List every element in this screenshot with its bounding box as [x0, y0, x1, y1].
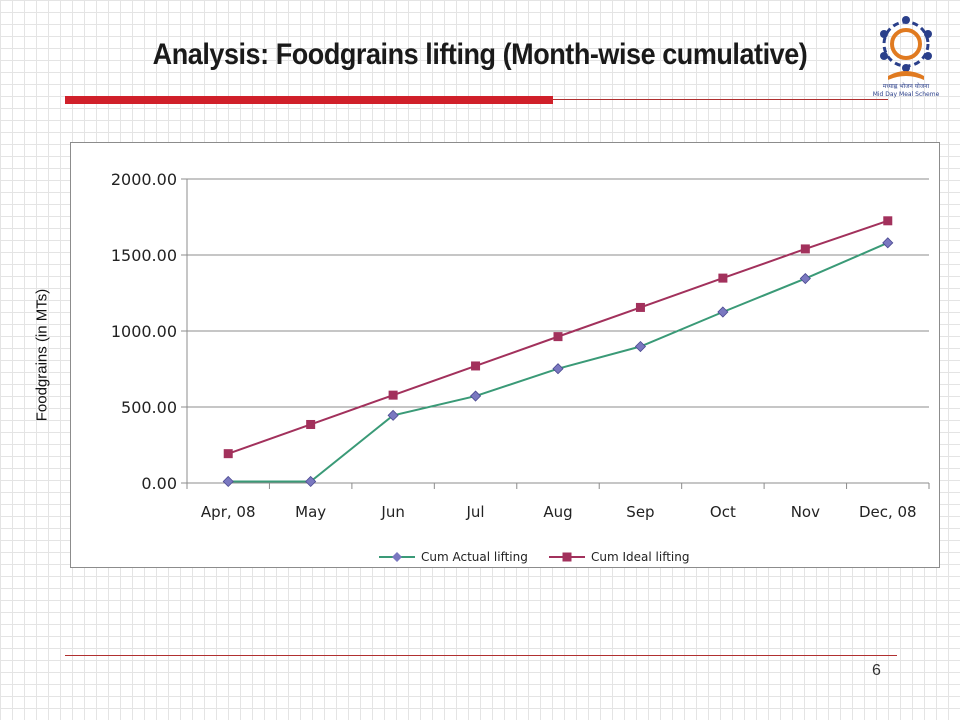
y-tick-label: 2000.00 — [111, 170, 177, 189]
gridlines — [181, 178, 929, 484]
legend-marker — [562, 552, 572, 562]
data-point — [635, 302, 645, 312]
logo-text-english: Mid Day Meal Scheme — [873, 91, 940, 98]
y-tick-label: 0.00 — [141, 474, 177, 493]
y-tick-label: 500.00 — [121, 398, 177, 417]
data-point — [305, 475, 317, 488]
footer-rule — [65, 655, 897, 656]
data-point — [634, 340, 647, 353]
data-point — [471, 361, 481, 371]
x-tick-label: Oct — [710, 503, 736, 521]
data-point — [222, 475, 234, 488]
title-rule-thick — [65, 96, 553, 104]
x-tick-label: Sep — [626, 503, 654, 521]
x-tick-label: Apr, 08 — [201, 503, 256, 521]
x-tick-label: Jul — [466, 503, 485, 521]
x-tick-label: Dec, 08 — [859, 503, 917, 521]
logo-emblem-icon — [880, 16, 932, 80]
legend-marker — [392, 552, 402, 562]
mid-day-meal-logo: मध्याह्न भोजन योजना Mid Day Meal Scheme — [873, 16, 940, 98]
data-point — [469, 390, 482, 402]
x-tick-label: Nov — [791, 503, 820, 521]
data-point — [388, 390, 398, 400]
data-point — [387, 409, 399, 421]
x-tick-label: Jun — [380, 503, 404, 521]
data-point — [223, 449, 233, 459]
data-point — [800, 244, 810, 254]
legend-label: Cum Actual lifting — [421, 550, 528, 564]
legend-label: Cum Ideal lifting — [591, 550, 689, 564]
chart-frame: 0.00 500.00 1000.00 1500.00 2000.00 Apr, 08 M… — [70, 142, 940, 568]
title-rule-thin — [553, 99, 888, 100]
legend: Cum Actual lifting Cum Ideal lifting — [379, 550, 689, 564]
data-point — [717, 306, 729, 318]
line-chart: 0.00 500.00 1000.00 1500.00 2000.00 Apr, 08 M… — [111, 170, 930, 564]
x-tick-label: Aug — [543, 503, 572, 521]
y-tick-label: 1500.00 — [111, 246, 177, 265]
series-line — [228, 241, 889, 483]
logo-text-hindi: मध्याह्न भोजन योजना — [883, 82, 930, 90]
data-point — [553, 332, 563, 342]
y-tick-labels: 0.00 500.00 1000.00 1500.00 2000.00 — [111, 170, 177, 493]
y-tick-label: 1000.00 — [111, 322, 177, 341]
x-tick-label: May — [295, 503, 326, 521]
data-point — [882, 237, 894, 249]
data-point — [883, 216, 893, 226]
data-point — [799, 272, 811, 285]
page-number: 6 — [872, 662, 881, 679]
data-point — [718, 273, 728, 283]
data-point — [552, 363, 564, 375]
slide-title: Analysis: Foodgrains lifting (Month-wise… — [152, 38, 808, 71]
y-axis-label: Foodgrains (in MTs) — [33, 288, 51, 422]
data-point — [306, 419, 316, 429]
series-group — [222, 216, 894, 488]
x-axis: Apr, 08 May Jun Jul Aug Sep Oct Nov Dec, 08 — [186, 179, 930, 521]
